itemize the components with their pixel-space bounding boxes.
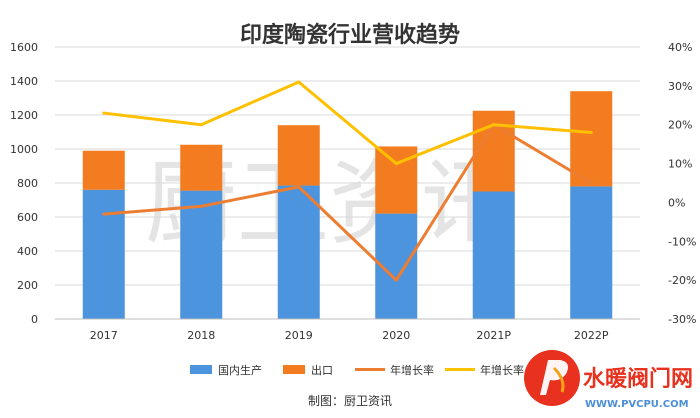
x-tick-label: 2021P <box>476 329 511 342</box>
legend: 国内生产 出口 年增长率 年增长率 <box>190 363 524 377</box>
site-logo: 水暖阀门网 WWW.PVCPU.COM <box>524 350 693 410</box>
growth-point-orange <box>589 181 593 185</box>
growth-point-yellow <box>492 123 496 127</box>
right-tick-label: 30% <box>668 80 692 93</box>
bar-export <box>277 125 320 186</box>
growth-point-orange <box>199 204 203 208</box>
growth-line-yellow <box>103 80 592 166</box>
bar-export <box>82 150 125 190</box>
right-tick-label: -20% <box>668 274 696 287</box>
bar-domestic <box>472 191 515 319</box>
legend-label-growth-yellow: 年增长率 <box>480 363 524 377</box>
growth-point-yellow <box>297 80 301 84</box>
left-tick-label: 200 <box>17 279 38 292</box>
bar-domestic <box>82 189 125 319</box>
chart-title: 印度陶瓷行业营收趋势 <box>240 22 460 48</box>
x-tick-label: 2020 <box>382 329 410 342</box>
left-tick-label: 800 <box>17 177 38 190</box>
growth-point-yellow <box>102 111 106 115</box>
bar-domestic <box>277 185 320 319</box>
right-tick-label: -10% <box>668 235 696 248</box>
growth-point-yellow <box>589 130 593 134</box>
legend-swatch-domestic <box>190 365 212 374</box>
right-tick-label: 10% <box>668 158 692 171</box>
left-tick-label: 600 <box>17 211 38 224</box>
growth-point-yellow <box>394 162 398 166</box>
bar-domestic <box>570 186 613 319</box>
legend-swatch-export <box>283 365 305 374</box>
logo-swoosh <box>552 366 565 393</box>
left-tick-label: 0 <box>31 313 38 326</box>
left-tick-label: 1600 <box>10 41 38 54</box>
left-axis: 0 200 400 600 800 1000 1200 1400 1600 <box>10 41 38 326</box>
right-tick-label: 0% <box>668 196 685 209</box>
x-tick-label: 2018 <box>187 329 215 342</box>
growth-point-orange <box>394 278 398 282</box>
left-tick-label: 1000 <box>10 143 38 156</box>
right-axis: -30% -20% -10% 0% 10% 20% 30% 40% <box>668 41 696 326</box>
logo-p-mark <box>540 360 568 395</box>
left-tick-label: 400 <box>17 245 38 258</box>
logo-url: WWW.PVCPU.COM <box>585 399 689 410</box>
bar-export <box>570 91 613 187</box>
left-tick-label: 1400 <box>10 75 38 88</box>
right-tick-label: 20% <box>668 119 692 132</box>
bar-export <box>472 110 515 192</box>
x-axis: 2017 2018 2019 2020 2021P 2022P <box>55 318 640 342</box>
right-tick-label: -30% <box>668 313 696 326</box>
bar-export <box>180 144 223 191</box>
growth-point-orange <box>297 185 301 189</box>
x-tick-label: 2019 <box>285 329 313 342</box>
bar-layer <box>82 91 613 319</box>
left-tick-label: 1200 <box>10 109 38 122</box>
x-tick-label: 2017 <box>90 329 118 342</box>
growth-point-yellow <box>199 123 203 127</box>
growth-line-orange <box>103 123 593 282</box>
bar-domestic <box>180 190 223 319</box>
x-tick-label: 2022P <box>574 329 609 342</box>
right-tick-label: 40% <box>668 41 692 54</box>
growth-point-orange <box>102 212 106 216</box>
line-layer <box>102 80 593 282</box>
logo-name: 水暖阀门网 <box>583 366 693 392</box>
legend-label-domestic: 国内生产 <box>218 363 262 377</box>
legend-label-export: 出口 <box>311 363 333 377</box>
credit-text: 制图：厨卫资讯 <box>308 394 392 408</box>
legend-label-growth-orange: 年增长率 <box>390 363 434 377</box>
grid <box>55 46 640 320</box>
